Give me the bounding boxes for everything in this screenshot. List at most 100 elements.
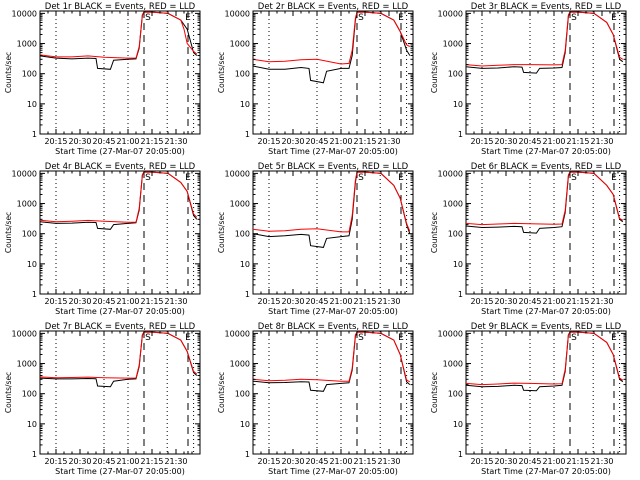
marker-s: S [145, 13, 151, 23]
plot-frame [252, 10, 414, 135]
panel-title: Det 3r BLACK = Events, RED = LLD [471, 2, 622, 12]
marker-e: E [398, 13, 404, 23]
y-tick-label: 1 [458, 290, 463, 299]
y-tick-label: 1 [245, 290, 250, 299]
plot-area [40, 171, 198, 294]
y-tick-label: 1 [32, 130, 37, 139]
plot-frame [39, 10, 201, 135]
x-tick-label: 21:15 [353, 297, 376, 306]
y-tick-label: 1000 [443, 40, 463, 49]
x-tick-label: 21:00 [542, 137, 565, 146]
y-tick-label: 10 [453, 100, 463, 109]
x-tick-label: 21:15 [140, 137, 163, 146]
x-tick-label: 21:30 [377, 297, 400, 306]
x-tick-label: 21:00 [116, 297, 139, 306]
y-tick-label: 10 [453, 260, 463, 269]
y-tick-label: 1 [32, 450, 37, 459]
panel-title: Det 8r BLACK = Events, RED = LLD [258, 322, 409, 332]
plot-frame [465, 10, 627, 135]
y-tick-label: 1000 [230, 200, 250, 209]
y-axis-label: Counts/sec [4, 52, 13, 93]
series-line-lld [466, 11, 624, 67]
x-tick-label: 20:15 [257, 457, 280, 466]
marker-e: E [185, 173, 191, 183]
plot-frame [39, 170, 201, 295]
marker-e: E [185, 333, 191, 343]
series-line-events [40, 331, 198, 388]
x-tick-label: 20:30 [281, 457, 304, 466]
x-axis-label: Start Time (27-Mar-07 20:05:00) [55, 307, 185, 316]
series-line-events [466, 11, 624, 74]
x-tick-label: 20:15 [470, 297, 493, 306]
marker-e: E [398, 333, 404, 343]
x-tick-label: 20:30 [281, 297, 304, 306]
x-tick-label: 21:30 [590, 137, 613, 146]
y-tick-label: 10000 [438, 9, 463, 18]
series-line-lld [253, 11, 411, 65]
marker-e: E [611, 13, 617, 23]
y-tick-label: 1 [245, 450, 250, 459]
y-tick-label: 1000 [17, 40, 37, 49]
y-tick-label: 1000 [443, 360, 463, 369]
series-line-lld [253, 331, 411, 383]
x-tick-label: 21:15 [353, 137, 376, 146]
y-tick-label: 1 [32, 290, 37, 299]
x-tick-label: 21:00 [542, 297, 565, 306]
x-tick-label: 20:45 [518, 457, 541, 466]
x-tick-label: 21:00 [329, 297, 352, 306]
y-tick-label: 1 [458, 130, 463, 139]
y-tick-label: 100 [22, 390, 37, 399]
panel-title: Det 2r BLACK = Events, RED = LLD [258, 2, 409, 12]
plot-frame [39, 330, 201, 455]
x-axis-label: Start Time (27-Mar-07 20:05:00) [481, 147, 611, 156]
y-tick-label: 100 [448, 70, 463, 79]
x-axis-label: Start Time (27-Mar-07 20:05:00) [481, 307, 611, 316]
series-line-lld [253, 171, 411, 233]
plot-area [466, 171, 624, 294]
y-tick-label: 1000 [230, 40, 250, 49]
y-axis-label: Counts/sec [217, 372, 226, 413]
y-tick-label: 1 [458, 450, 463, 459]
x-tick-label: 20:15 [44, 457, 67, 466]
x-tick-label: 21:00 [329, 137, 352, 146]
y-tick-label: 1000 [443, 200, 463, 209]
x-tick-label: 20:15 [44, 297, 67, 306]
x-tick-label: 20:15 [470, 457, 493, 466]
panel-title: Det 1r BLACK = Events, RED = LLD [45, 2, 196, 12]
x-tick-label: 20:45 [92, 457, 115, 466]
y-tick-label: 100 [448, 390, 463, 399]
x-tick-label: 21:30 [164, 297, 187, 306]
marker-s: S [145, 173, 151, 183]
plot-area [466, 11, 624, 134]
y-tick-label: 100 [235, 390, 250, 399]
panel-title: Det 7r BLACK = Events, RED = LLD [45, 322, 196, 332]
x-tick-label: 21:15 [140, 457, 163, 466]
x-tick-label: 21:15 [353, 457, 376, 466]
plot-area [466, 331, 624, 454]
y-tick-label: 100 [235, 230, 250, 239]
marker-e: E [611, 173, 617, 183]
marker-e: E [611, 333, 617, 343]
plot-frame [465, 170, 627, 295]
y-axis-label: Counts/sec [4, 372, 13, 413]
x-tick-label: 21:15 [566, 297, 589, 306]
y-tick-label: 10 [27, 100, 37, 109]
y-tick-label: 10000 [438, 329, 463, 338]
x-tick-label: 21:00 [116, 137, 139, 146]
x-tick-label: 20:30 [494, 457, 517, 466]
x-tick-label: 20:15 [470, 137, 493, 146]
x-tick-label: 20:45 [518, 297, 541, 306]
y-axis-label: Counts/sec [217, 212, 226, 253]
plot-frame [252, 170, 414, 295]
marker-s: S [571, 173, 577, 183]
y-axis-label: Counts/sec [4, 212, 13, 253]
marker-s: S [571, 13, 577, 23]
x-tick-label: 20:30 [281, 137, 304, 146]
y-axis-label: Counts/sec [430, 212, 439, 253]
y-tick-label: 100 [448, 230, 463, 239]
x-tick-label: 21:15 [140, 297, 163, 306]
